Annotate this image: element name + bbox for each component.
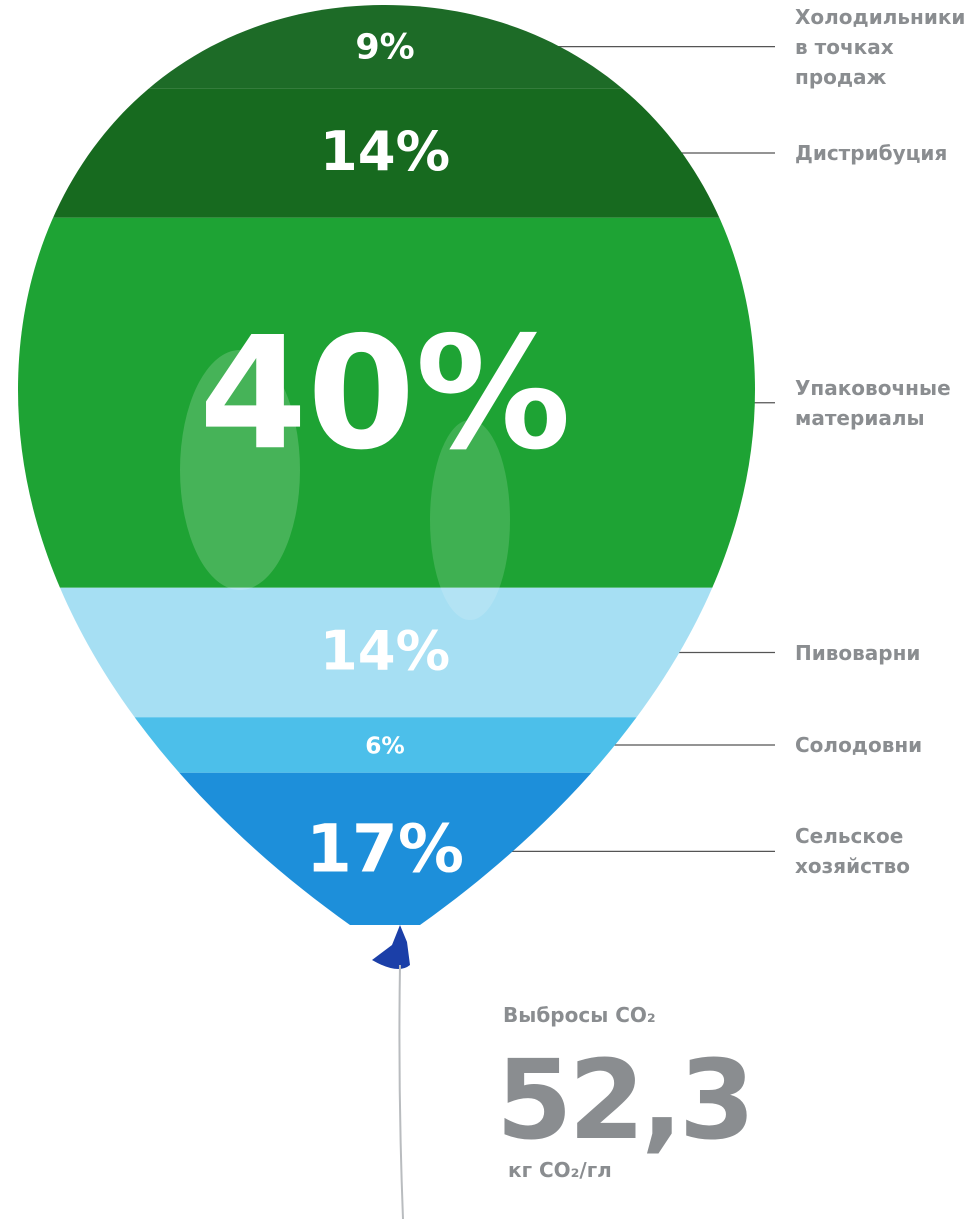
segment-label: 14%: [320, 620, 450, 683]
total-value: 52,3: [496, 1036, 755, 1164]
balloon-knot: [372, 925, 410, 969]
segment-label: 9%: [355, 28, 414, 68]
segment-label: 17%: [306, 810, 464, 887]
balloon-string: [398, 964, 404, 1219]
segment: [18, 88, 755, 218]
category-label: Дистрибуция: [795, 141, 948, 165]
category-label: Холодильники в точках продаж: [795, 4, 966, 89]
category-label: Пивоварни: [795, 640, 921, 665]
segment-label: 14%: [320, 120, 450, 183]
segment: [18, 217, 755, 588]
highlight: [430, 420, 510, 620]
category-label: Упаковочные материалы: [795, 375, 951, 430]
total-title: Выбросы CO₂: [503, 1003, 656, 1027]
segment-label: 40%: [199, 303, 571, 484]
segment-label: 6%: [365, 733, 405, 760]
category-label: Солодовни: [795, 733, 923, 757]
highlight: [180, 350, 300, 590]
category-label: Сельское хозяйство: [795, 824, 910, 879]
segment: [18, 587, 755, 718]
total-unit: кг CO₂/гл: [508, 1158, 612, 1182]
